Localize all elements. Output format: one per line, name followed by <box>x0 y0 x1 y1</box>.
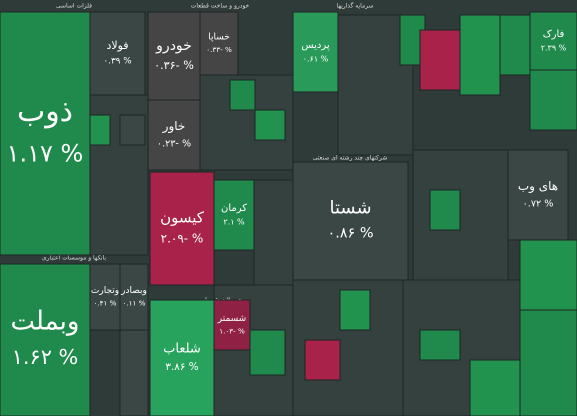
tile: شستا ۰.۸۶ % <box>292 161 409 281</box>
tile: های وب ۰.۷۲ % <box>507 149 569 241</box>
tile-rect <box>507 149 569 241</box>
tile-name: کرمان <box>221 203 247 214</box>
tile: ذوب ۱.۱۷ % <box>0 11 91 256</box>
tile: شسمتر ۱.۰۳- % <box>213 299 251 351</box>
tile-value: ۰.۱۱ % <box>123 298 146 307</box>
tile: وتجارت ۰.۴۱ % <box>89 263 121 331</box>
tile-name: خساپا <box>208 33 230 43</box>
tile-value: ۲.۳۹ % <box>541 44 567 53</box>
tile: فولاد ۰.۳۹ % <box>89 11 146 96</box>
tile-rect <box>0 263 91 416</box>
tile-name: شسمتر <box>217 314 246 324</box>
group-label: خودرو و ساخت قطعات <box>191 3 250 10</box>
tile-rect <box>149 171 215 286</box>
tile-rect <box>147 99 201 171</box>
tile-rect <box>89 263 121 331</box>
group-label: شرکتهای چند رشته ای صنعتی <box>313 155 388 162</box>
tile-value: ۰.۳۶- % <box>154 59 194 72</box>
tile-value: ۰.۳۹ % <box>103 57 131 67</box>
tile-rect <box>292 11 339 93</box>
tile-name: خودرو <box>155 38 192 54</box>
tile-rect <box>213 179 255 251</box>
tile-value: ۰.۴۱ % <box>94 298 117 307</box>
tile-value: ۲.۱ % <box>223 218 245 227</box>
tile-value: ۱.۰۳- % <box>219 326 245 335</box>
tile-value: ۰.۶۱ % <box>303 55 329 64</box>
tile-name: کیسون <box>160 209 205 227</box>
tile: خاور ۰.۲۳- % <box>147 99 201 171</box>
tile-value: ۰.۳۳- % <box>206 45 232 54</box>
tile-rect <box>292 161 409 281</box>
tile-value: ۰.۸۶ % <box>327 226 373 242</box>
tile-rect <box>0 11 91 256</box>
tile-value: ۲.۰۹- % <box>161 232 204 246</box>
group-label: سرمایه گذاریها <box>336 2 373 10</box>
group-label: بانکها و موسسات اعتباری <box>42 255 106 262</box>
tile-value: ۱.۱۷ % <box>7 140 84 168</box>
tile-rect <box>199 11 239 76</box>
tile: کیسون ۲.۰۹- % <box>149 171 215 286</box>
tile-rect <box>529 11 577 71</box>
tile: خساپا ۰.۳۳- % <box>199 11 239 76</box>
tile-name: شستا <box>329 197 371 218</box>
tile-rect <box>147 11 201 101</box>
tile-name: وبملت <box>11 306 80 336</box>
tile-rect <box>119 263 149 331</box>
tile-rect <box>213 299 251 351</box>
tile-value: ۰.۷۲ % <box>523 198 554 209</box>
tile: خودرو ۰.۳۶- % <box>147 11 201 101</box>
tile: وبصادر ۰.۱۱ % <box>119 263 149 331</box>
tile-rect <box>89 11 146 96</box>
tile: وبملت ۱.۶۲ % <box>0 263 91 416</box>
tile-value: ۰.۲۳- % <box>157 138 191 149</box>
tile-name: فارک <box>543 29 565 40</box>
tile-name: خاور <box>162 119 186 134</box>
tile-name: وبصادر <box>120 286 147 296</box>
tile-name: شلعاب <box>163 341 201 356</box>
tile-name: ذوب <box>17 94 73 129</box>
tile: شلعاب ۳.۸۶ % <box>149 299 215 416</box>
filler-tiles <box>89 14 577 416</box>
tile-name: وتجارت <box>91 286 119 296</box>
tile-name: پردیس <box>301 40 330 51</box>
tile-value: ۳.۸۶ % <box>165 361 198 373</box>
tile-name: فولاد <box>106 39 128 52</box>
tile: کرمان ۲.۱ % <box>213 179 255 251</box>
tile: پردیس ۰.۶۱ % <box>292 11 339 93</box>
tile-name: های وب <box>518 179 558 194</box>
tile-value: ۱.۶۲ % <box>12 345 79 369</box>
group-label: فلزات اساسی <box>56 3 92 10</box>
tile: فارک ۲.۳۹ % <box>529 11 577 71</box>
tile-rect <box>149 299 215 416</box>
